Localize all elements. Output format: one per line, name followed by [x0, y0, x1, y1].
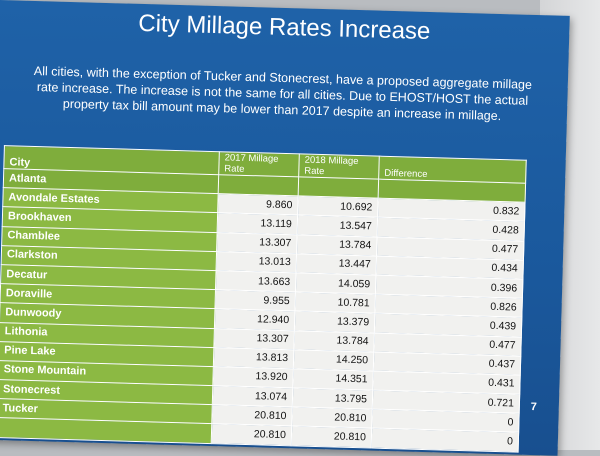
- header-2018-rate: 2018 Millage Rate: [298, 153, 380, 180]
- rate-2018-cell: 20.810: [291, 426, 372, 448]
- rate-2018-cell: 13.784: [296, 234, 378, 256]
- millage-rates-table: City 2017 Millage Rate 2018 Millage Rate…: [0, 145, 527, 452]
- rate-2018-cell: 13.379: [294, 311, 375, 333]
- rate-2018-cell: 20.810: [291, 407, 373, 429]
- rate-2017-cell: 20.810: [211, 424, 292, 446]
- rate-2018-cell: [298, 176, 379, 199]
- rate-2017-cell: 13.920: [212, 366, 294, 388]
- slide-title: City Millage Rates Increase: [137, 9, 431, 46]
- rate-2017-cell: 13.813: [213, 347, 294, 369]
- rate-2018-cell: 13.547: [297, 215, 378, 237]
- page-number: 7: [530, 400, 538, 414]
- rate-2017-cell: 13.119: [217, 213, 298, 235]
- rate-2018-cell: 10.692: [297, 196, 379, 218]
- rate-2017-cell: [218, 174, 299, 197]
- presentation-slide: City Millage Rates Increase All cities, …: [0, 0, 570, 456]
- rate-2018-cell: 13.795: [292, 387, 373, 410]
- rate-2017-cell: 13.013: [216, 251, 297, 273]
- rate-2018-cell: 14.351: [292, 368, 374, 391]
- rate-2017-cell: 13.663: [215, 270, 296, 292]
- header-2017-rate: 2017 Millage Rate: [218, 151, 300, 177]
- rate-2017-cell: 20.810: [211, 404, 293, 427]
- rate-2017-cell: 13.074: [212, 385, 293, 408]
- slide-subtitle: All cities, with the exception of Tucker…: [33, 63, 533, 124]
- table-body: Atlanta Avondale Estates 9.860 10.692 0.832 B…: [0, 168, 526, 452]
- rate-2018-cell: 10.781: [294, 291, 376, 314]
- rate-2017-cell: 12.940: [214, 308, 295, 331]
- rate-2017-cell: 13.307: [216, 232, 298, 254]
- header-difference: Difference: [378, 156, 527, 184]
- rate-2017-cell: 9.860: [217, 193, 299, 216]
- rate-2018-cell: 13.447: [295, 253, 377, 276]
- rate-2017-cell: 13.307: [213, 328, 295, 350]
- rate-2018-cell: 14.059: [295, 272, 376, 295]
- rate-2017-cell: 9.955: [214, 289, 296, 312]
- rate-2018-cell: 14.250: [293, 349, 374, 371]
- difference-cell: 0: [371, 428, 519, 452]
- rate-2018-cell: 13.784: [293, 330, 375, 352]
